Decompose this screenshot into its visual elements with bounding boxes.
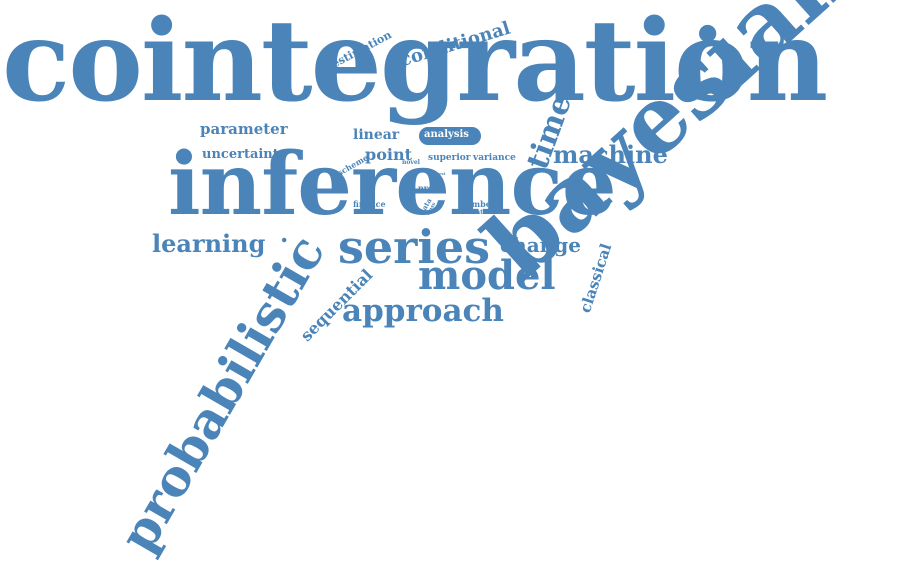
word-parameter: parameter xyxy=(200,120,288,138)
word-cointegration: cointegration xyxy=(2,0,828,127)
word-dot: . xyxy=(280,219,289,248)
word-model: model xyxy=(418,252,556,299)
word-probabilistic: probabilistic xyxy=(107,225,337,563)
word-point: point xyxy=(365,145,412,164)
analysis-highlight xyxy=(419,127,481,145)
word-approach: approach xyxy=(342,293,504,329)
word-latent: latent xyxy=(463,209,483,216)
word-inference: inference xyxy=(168,134,617,235)
word-number: number xyxy=(460,199,495,209)
word-superior: superior xyxy=(428,153,471,163)
word-uncertainty: uncertainty xyxy=(202,147,287,162)
word-linear: linear xyxy=(353,127,400,143)
word-variance: variance xyxy=(473,153,516,163)
word-finance: finance xyxy=(353,199,386,209)
word-change: change xyxy=(500,233,581,257)
word-proc: proc xyxy=(418,183,439,193)
word-series: series xyxy=(338,220,491,274)
word-novel: novel xyxy=(402,159,420,166)
word-tiny-1: test xyxy=(437,171,446,176)
word-analysis: analysis xyxy=(424,129,469,140)
word-machine: machine xyxy=(553,140,668,169)
word-learning: learning xyxy=(152,229,266,258)
